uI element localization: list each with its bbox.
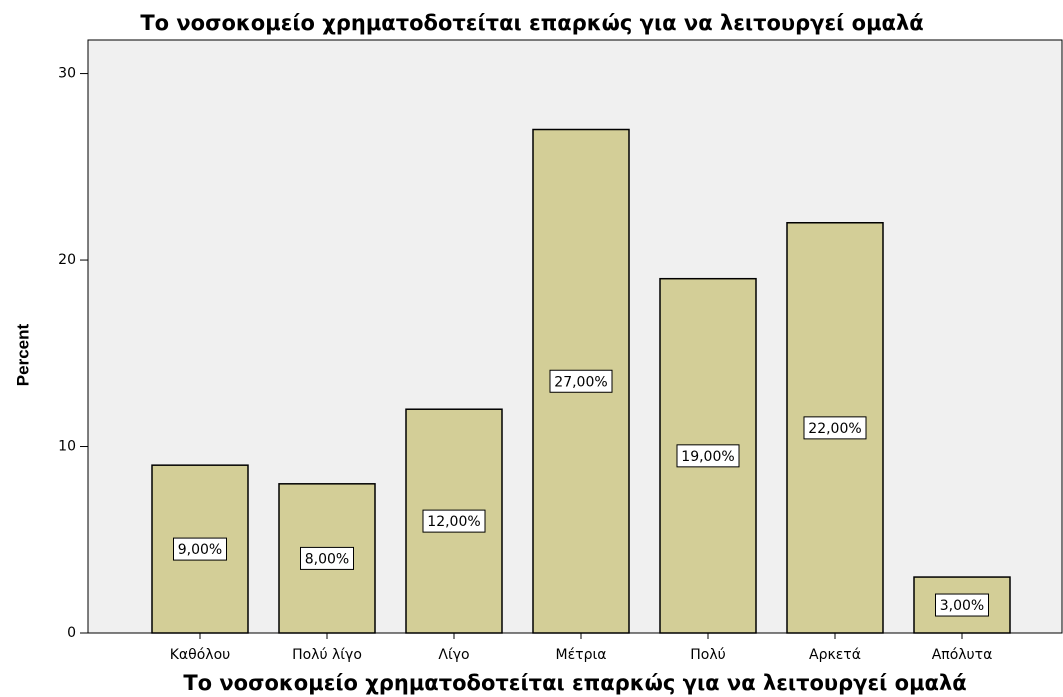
- x-tick-label: Λίγο: [438, 647, 469, 663]
- x-tick-label: Απόλυτα: [932, 647, 993, 663]
- value-label: 9,00%: [178, 542, 222, 558]
- value-label-box: [173, 537, 227, 561]
- y-tick-label: 0: [67, 625, 76, 641]
- y-tick-label: 20: [58, 252, 76, 268]
- bar: [659, 277, 757, 634]
- value-label: 22,00%: [808, 421, 861, 437]
- x-tick-label: Πολύ: [690, 647, 725, 663]
- value-label-box: [935, 593, 989, 617]
- value-label: 12,00%: [427, 514, 480, 530]
- value-label: 19,00%: [681, 449, 734, 465]
- x-tick-label: Καθόλου: [170, 647, 231, 663]
- value-label-box: [422, 509, 486, 533]
- value-label-box: [300, 546, 354, 570]
- x-axis-title: Το νοσοκομείο χρηματοδοτείται επαρκώς γι…: [183, 671, 966, 695]
- x-tick-label: Αρκετά: [809, 647, 861, 663]
- y-tick-label: 10: [58, 439, 76, 455]
- value-label-box: [676, 444, 740, 468]
- y-axis-title: Percent: [13, 323, 32, 386]
- chart-title: Το νοσοκομείο χρηματοδοτείται επαρκώς γι…: [140, 11, 923, 35]
- y-tick-label: 30: [58, 66, 76, 82]
- value-label-box: [549, 369, 613, 393]
- value-label: 27,00%: [554, 374, 607, 390]
- value-label: 3,00%: [940, 598, 984, 614]
- value-label-box: [803, 416, 867, 440]
- x-tick-label: Μέτρια: [556, 647, 607, 663]
- x-tick-label: Πολύ λίγο: [292, 647, 362, 663]
- value-label: 8,00%: [305, 551, 349, 567]
